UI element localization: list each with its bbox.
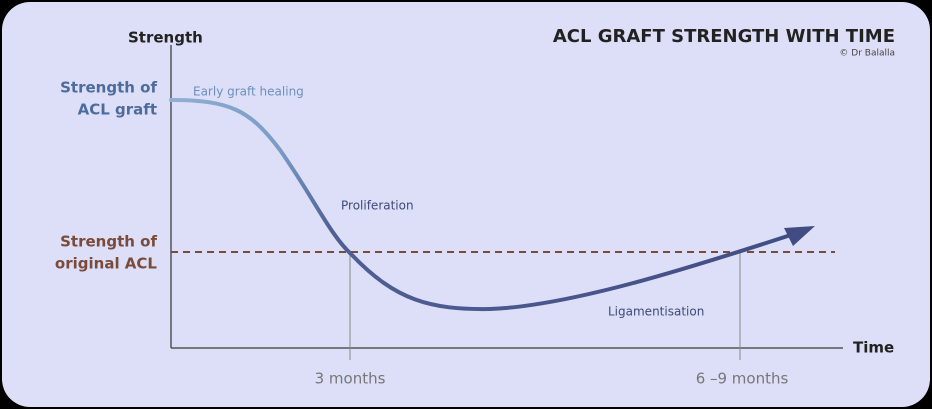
level-label: Strength of	[60, 233, 157, 251]
level-label: Strength of	[60, 79, 157, 97]
phase-label: Early graft healing	[193, 85, 304, 99]
credit: © Dr Balalla	[839, 49, 895, 59]
level-label: ACL graft	[78, 101, 157, 119]
time-marker-label: 3 months	[315, 370, 386, 388]
time-marker-label: 6 –9 months	[696, 370, 789, 388]
title: ACL GRAFT STRENGTH WITH TIME	[553, 26, 895, 47]
curve-arrowhead	[784, 226, 815, 246]
strength-curve	[169, 98, 802, 312]
level-label: original ACL	[55, 255, 158, 273]
phase-label: Proliferation	[341, 199, 414, 213]
phase-label: Ligamentisation	[608, 305, 704, 319]
x-axis-label: Time	[853, 339, 894, 357]
y-axis-label: Strength	[128, 29, 203, 47]
